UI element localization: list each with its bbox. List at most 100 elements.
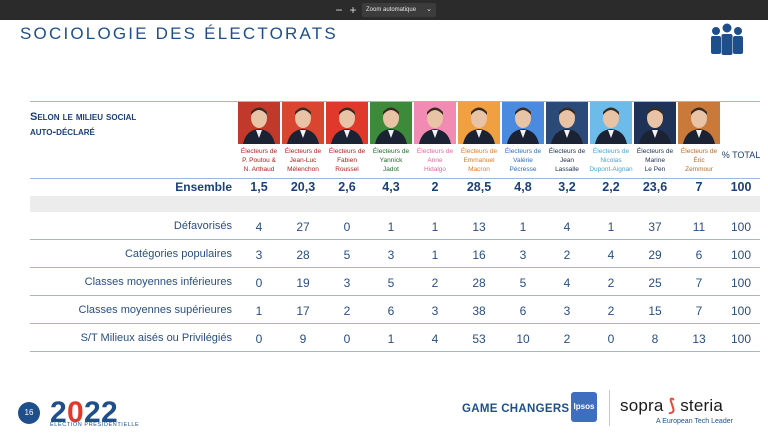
row-label: Défavorisés (173, 220, 232, 232)
table-cell: 1 (255, 304, 263, 318)
candidate-name-line: Le Pen (644, 166, 666, 173)
candidate-name-line: Valérie (513, 157, 533, 164)
table-cell: 4 (607, 248, 615, 262)
table-cell: 2 (343, 304, 351, 318)
table-cell: 8 (651, 332, 659, 346)
table-cell: 28 (296, 248, 310, 262)
candidate-photo (590, 102, 632, 144)
election-logo-caption: ÉLECTION PRÉSIDENTIELLE (50, 422, 140, 428)
table-cell: 3 (431, 304, 439, 318)
candidate-name-line: Anne (427, 157, 443, 164)
table-cell: 2 (563, 332, 571, 346)
candidate-name: Électeurs de P. Poutou & N. Arthaud (237, 147, 281, 174)
zoom-select[interactable]: Zoom automatique ⌄ (362, 3, 436, 17)
candidate-name: Électeurs de Jean-Luc Mélenchon (281, 147, 325, 174)
candidate-name-line: P. Poutou & (242, 157, 276, 164)
ensemble-value: 20,3 (290, 180, 316, 194)
ipsos-logo: Ipsos (571, 392, 597, 422)
candidate-photo (370, 102, 412, 144)
table-cell: 17 (296, 304, 310, 318)
table-cell: 4 (563, 276, 571, 290)
ensemble-value: 2,2 (602, 180, 620, 194)
election-2022-logo: 2 0 2 2 (50, 396, 118, 429)
chevron-down-icon: ⌄ (426, 6, 432, 13)
candidate-name-line: Dupont-Aignan (589, 166, 633, 173)
candidate-name-line: Fabien (337, 157, 357, 164)
section-label-line2: auto-déclaré (30, 126, 95, 138)
table-cell: 3 (563, 304, 571, 318)
ensemble-value: 28,5 (466, 180, 492, 194)
candidate-name-line: Macron (468, 166, 490, 173)
table-cell: 37 (648, 220, 662, 234)
ensemble-value: 4,3 (382, 180, 400, 194)
candidate-photo (282, 102, 324, 144)
table-cell: 0 (255, 276, 263, 290)
table-cell: 3 (519, 248, 527, 262)
sopra-steria-mark-icon: ⟆ (663, 396, 681, 415)
section-label: Selon le milieu social auto-déclaré (30, 110, 230, 140)
sopra-tagline: A European Tech Leader (656, 418, 733, 425)
table-cell: 5 (343, 248, 351, 262)
table-cell: 1 (607, 220, 615, 234)
pdf-toolbar: − + Zoom automatique ⌄ (0, 0, 768, 20)
candidate-name-line: Pécresse (509, 166, 537, 173)
ensemble-value: 1,5 (250, 180, 268, 194)
table-cell: 1 (387, 220, 395, 234)
table-cell: 15 (648, 304, 662, 318)
table-rule-header (30, 178, 760, 179)
table-cell: 4 (563, 220, 571, 234)
candidate-name: Électeurs de Jean Lassalle (545, 147, 589, 174)
section-label-line1: Selon le milieu social (30, 111, 137, 123)
table-cell: 4 (255, 220, 263, 234)
table-cell: 13 (472, 220, 486, 234)
table-cell: 0 (255, 332, 263, 346)
candidate-photo (414, 102, 456, 144)
candidate-name-line: Électeurs de (504, 148, 542, 155)
candidate-name: Électeurs de Anne Hidalgo (413, 147, 457, 174)
candidate-photo (326, 102, 368, 144)
zoom-out-button[interactable]: − (335, 3, 343, 17)
candidate-photo (634, 102, 676, 144)
page-title: SOCIOLOGIE DES ÉLECTORATS (20, 24, 338, 43)
page-number: 16 (18, 402, 40, 424)
zoom-select-label: Zoom automatique (366, 7, 417, 13)
table-cell: 5 (387, 276, 395, 290)
candidate-name-line: Roussel (335, 166, 359, 173)
candidate-name-line: Zemmour (685, 166, 713, 173)
table-cell: 2 (607, 276, 615, 290)
candidate-photo (678, 102, 720, 144)
table-cell: 13 (692, 332, 706, 346)
candidate-name-line: Électeurs de (460, 148, 498, 155)
table-cell: 3 (387, 248, 395, 262)
game-changers-text: GAME CHANGERS (462, 403, 570, 415)
svg-text:2: 2 (50, 396, 67, 429)
table-cell: 4 (431, 332, 439, 346)
separator-band (30, 196, 760, 212)
svg-text:2: 2 (101, 396, 118, 429)
table-rule (30, 351, 760, 352)
table-cell: 10 (516, 332, 530, 346)
ensemble-value: 100 (730, 180, 752, 194)
table-cell: 1 (431, 220, 439, 234)
table-cell: 2 (607, 304, 615, 318)
table-rule (30, 323, 760, 324)
table-rule-top (30, 101, 760, 102)
candidate-name: Électeurs de Fabien Roussel (325, 147, 369, 174)
table-cell: 0 (343, 332, 351, 346)
steria-text: steria (680, 396, 723, 415)
ensemble-value: 7 (695, 180, 703, 194)
candidate-name: Électeurs de Emmanuel Macron (457, 147, 501, 174)
table-cell: 0 (343, 220, 351, 234)
table-cell: 1 (519, 220, 527, 234)
candidate-name-line: Électeurs de (680, 148, 718, 155)
row-label: Catégories populaires (124, 248, 232, 260)
ensemble-value: 2,6 (338, 180, 356, 194)
candidate-name-line: Lassalle (555, 166, 579, 173)
candidate-name-line: Électeurs de (284, 148, 322, 155)
table-cell: 7 (695, 276, 703, 290)
table-cell: 100 (730, 248, 752, 262)
zoom-in-button[interactable]: + (349, 3, 357, 17)
candidate-photo (502, 102, 544, 144)
candidate-name-line: Mélenchon (287, 166, 319, 173)
candidate-name-line: Électeurs de (328, 148, 366, 155)
